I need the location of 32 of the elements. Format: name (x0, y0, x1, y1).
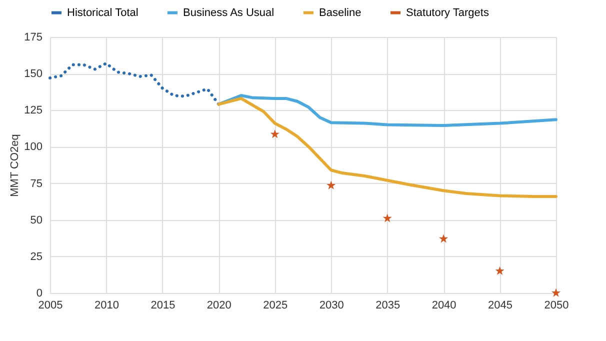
x-tick-label: 2005 (38, 300, 63, 312)
x-tick-label: 2030 (319, 300, 344, 312)
y-tick-label: 0 (36, 288, 42, 300)
line-series (217, 94, 558, 128)
y-tick-label: 150 (24, 68, 42, 80)
legend-label: Historical Total (67, 6, 138, 19)
x-tick-label: 2050 (544, 300, 569, 312)
x-tick-label: 2010 (94, 300, 119, 312)
y-tick-label: 25 (30, 250, 42, 263)
x-tick-label: 2015 (150, 300, 176, 312)
x-tick-label: 2045 (488, 300, 513, 312)
point (382, 214, 392, 222)
legend-label: Baseline (319, 6, 362, 19)
y-axis-title: MMT CO2eq (9, 134, 22, 197)
line-series (217, 96, 558, 198)
point (551, 288, 561, 297)
y-tick-label: 100 (24, 141, 42, 154)
x-tick-label: 2025 (263, 300, 288, 312)
y-tick-label: 125 (24, 104, 42, 117)
legend-label: Statutory Targets (406, 6, 490, 19)
x-tick-label: 2040 (432, 300, 456, 312)
point (439, 234, 448, 243)
y-tick-label: 175 (24, 32, 42, 44)
y-tick-label: 75 (30, 178, 42, 190)
x-tick-label: 2035 (376, 300, 400, 312)
y-tick-label: 50 (30, 214, 42, 226)
point (326, 180, 336, 190)
x-tick-label: 2020 (206, 300, 232, 312)
line-series (48, 62, 220, 106)
point (495, 266, 504, 275)
legend-label: Business As Usual (183, 6, 274, 19)
point (270, 130, 280, 138)
